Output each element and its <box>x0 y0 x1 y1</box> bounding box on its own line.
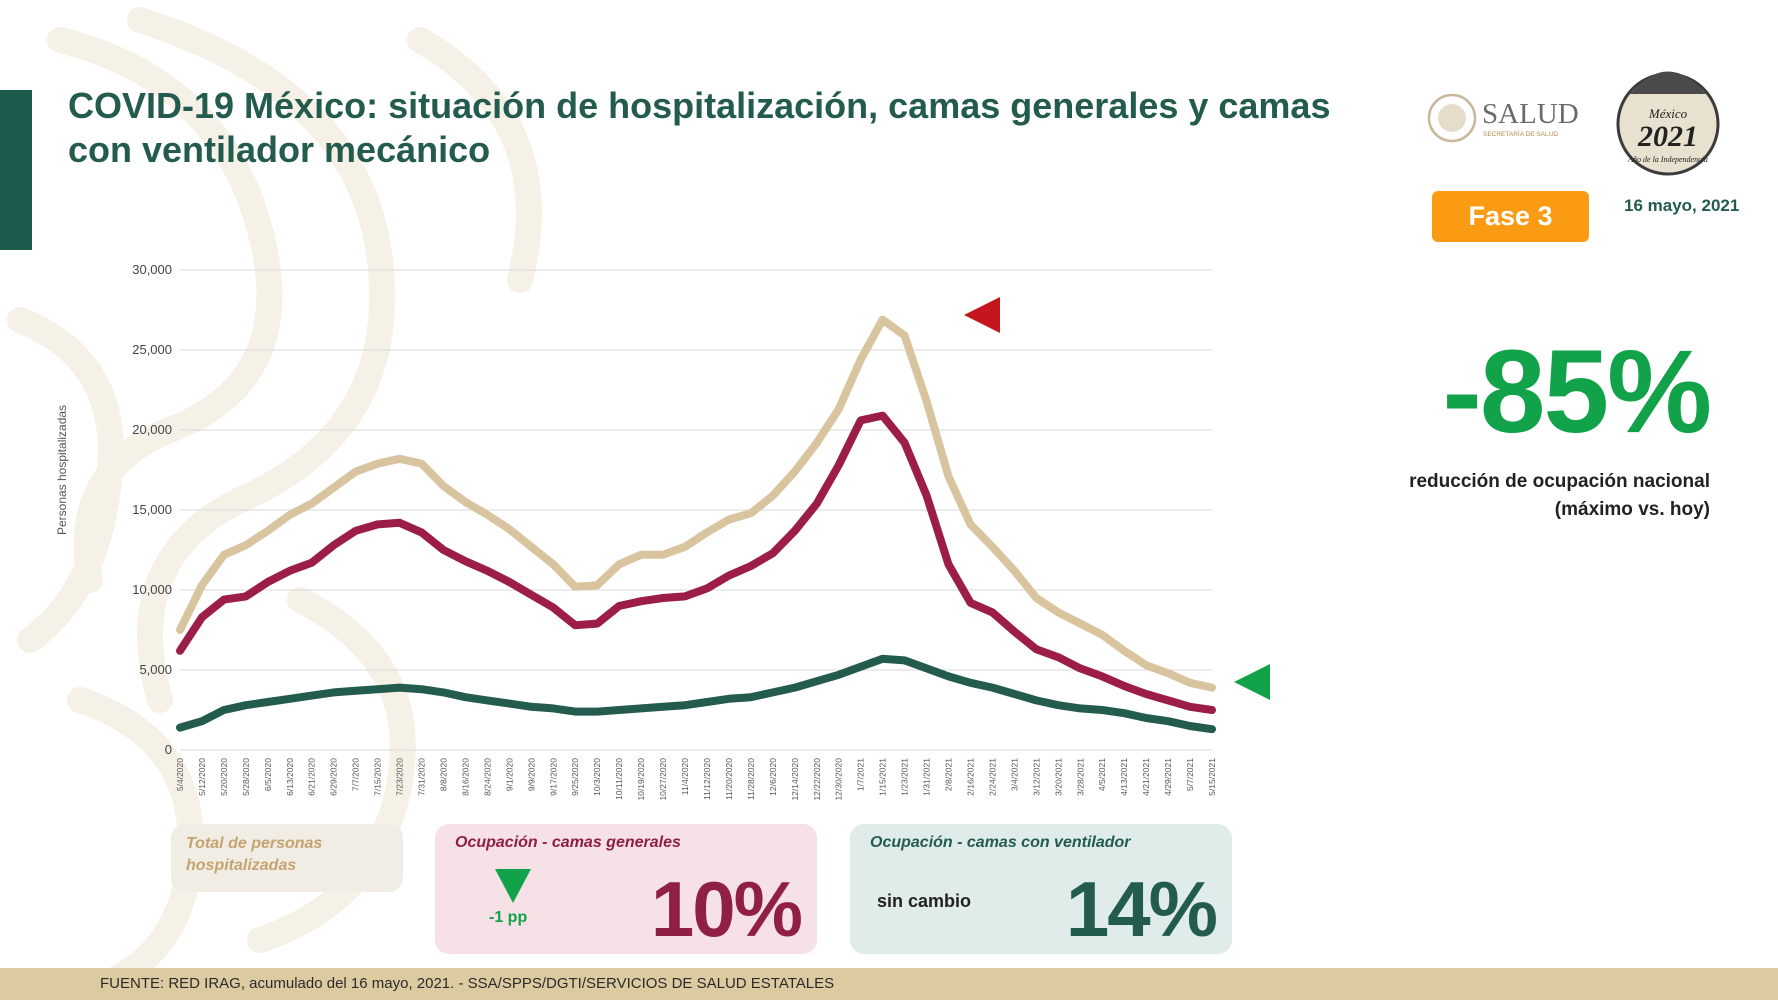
x-tick-label: 2/16/2021 <box>965 758 975 796</box>
x-tick-label: 8/24/2020 <box>482 758 492 796</box>
y-tick-label: 10,000 <box>132 582 172 597</box>
ventilator-beds-card: Ocupación - camas con ventilador sin cam… <box>850 824 1232 954</box>
x-tick-label: 9/25/2020 <box>570 758 580 796</box>
ventilator-beds-percent: 14% <box>1065 865 1218 953</box>
y-tick-label: 20,000 <box>132 422 172 437</box>
footer-bar: FUENTE: RED IRAG, acumulado del 16 mayo,… <box>0 968 1778 1000</box>
page-title: COVID-19 México: situación de hospitaliz… <box>68 85 1331 170</box>
x-tick-label: 1/15/2021 <box>878 758 888 796</box>
logo-year-text: 2021 <box>1637 120 1698 153</box>
y-tick-label: 30,000 <box>132 262 172 277</box>
x-tick-label: 12/6/2020 <box>768 758 778 796</box>
hospitalization-chart: 0 5,000 10,000 15,000 20,000 25,000 30,000 5/4… <box>55 262 1217 801</box>
ventilator-beds-title: Ocupación - camas con ventilador <box>870 834 1131 851</box>
x-tick-label: 5/12/2020 <box>197 758 207 796</box>
series-line-general-beds <box>176 411 1216 714</box>
peak-marker-red-triangle <box>964 297 1000 333</box>
logo-mexico-text: México <box>1648 106 1688 121</box>
x-tick-label: 10/3/2020 <box>592 758 602 796</box>
x-tick-label: 4/29/2021 <box>1163 758 1173 796</box>
y-axis-label: Personas hospitalizadas <box>55 405 69 535</box>
legend-total-label: Total de personas hospitalizadas <box>186 835 323 874</box>
x-tick-label: 2/24/2021 <box>987 758 997 796</box>
x-tick-label: 3/20/2021 <box>1053 758 1063 796</box>
x-tick-label: 7/7/2020 <box>351 758 361 791</box>
x-tick-label: 12/22/2020 <box>812 758 822 801</box>
report-date: 16 mayo, 2021 <box>1624 196 1740 215</box>
down-arrow-icon <box>495 869 531 903</box>
general-beds-percent: 10% <box>650 865 803 953</box>
x-tick-label: 7/31/2020 <box>417 758 427 796</box>
x-tick-label: 12/14/2020 <box>790 758 800 801</box>
serpent-head-icon <box>1630 71 1706 94</box>
x-tick-label: 4/21/2021 <box>1141 758 1151 796</box>
x-tick-label: 1/23/2021 <box>900 758 910 796</box>
coat-of-arms-icon <box>1427 93 1477 143</box>
reduction-label: reducción de ocupación nacional (máximo … <box>1409 471 1710 520</box>
x-tick-label: 6/29/2020 <box>329 758 339 796</box>
x-tick-label: 8/8/2020 <box>438 758 448 791</box>
x-tick-label: 11/28/2020 <box>746 758 756 800</box>
legend-total-hospitalized: Total de personas hospitalizadas <box>171 824 403 892</box>
x-tick-label: 3/4/2021 <box>1009 758 1019 791</box>
logo-sub-text: Año de la Independencia <box>1627 155 1708 164</box>
accent-bar <box>0 90 32 250</box>
x-tick-label: 7/15/2020 <box>373 758 383 796</box>
ventilator-beds-change: sin cambio <box>877 891 972 911</box>
chart-gridlines <box>180 269 1212 751</box>
x-tick-label: 2/8/2021 <box>944 758 954 791</box>
general-beds-change: -1 pp <box>489 909 528 926</box>
y-tick-label: 15,000 <box>132 502 172 517</box>
x-tick-label: 5/7/2021 <box>1185 758 1195 791</box>
y-axis-ticks: 0 5,000 10,000 15,000 20,000 25,000 30,000 <box>132 262 172 757</box>
x-tick-label: 9/17/2020 <box>548 758 558 796</box>
y-tick-label: 0 <box>165 742 172 757</box>
x-tick-label: 9/9/2020 <box>526 758 536 791</box>
x-tick-label: 6/21/2020 <box>307 758 317 796</box>
x-tick-label: 5/15/2021 <box>1207 758 1217 796</box>
x-tick-label: 3/12/2021 <box>1031 758 1041 796</box>
x-tick-label: 6/5/2020 <box>263 758 273 791</box>
x-tick-label: 10/27/2020 <box>658 758 668 801</box>
general-beds-title: Ocupación - camas generales <box>455 834 681 851</box>
source-note: FUENTE: RED IRAG, acumulado del 16 mayo,… <box>100 975 835 992</box>
x-tick-label: 11/20/2020 <box>724 758 734 800</box>
x-tick-label: 6/13/2020 <box>285 758 295 796</box>
coat-of-arms-inner <box>1438 104 1466 132</box>
x-tick-label: 5/28/2020 <box>241 758 251 796</box>
x-tick-label: 10/11/2020 <box>614 758 624 800</box>
x-tick-label: 11/12/2020 <box>702 758 712 800</box>
series-line-ventilator-beds <box>176 654 1216 734</box>
x-tick-label: 11/4/2020 <box>680 758 690 795</box>
salud-logo: SALUD SECRETARÍA DE SALUD <box>1427 93 1579 143</box>
chart-series <box>176 315 1216 734</box>
general-beds-card: Ocupación - camas generales -1 pp 10% <box>435 824 817 954</box>
x-tick-label: 9/1/2020 <box>504 758 514 791</box>
x-tick-label: 5/20/2020 <box>219 758 229 796</box>
x-tick-label: 8/16/2020 <box>460 758 470 796</box>
x-tick-label: 10/19/2020 <box>636 758 646 801</box>
x-axis-ticks: 5/4/2020 5/12/2020 5/20/2020 5/28/2020 6/5/2… <box>175 758 1217 801</box>
reduction-percent: -85% <box>1442 326 1712 458</box>
current-marker-green-triangle <box>1234 664 1270 700</box>
x-tick-label: 7/23/2020 <box>395 758 405 796</box>
x-tick-label: 4/13/2021 <box>1119 758 1129 796</box>
series-line-total <box>176 315 1216 692</box>
x-tick-label: 12/30/2020 <box>834 758 844 801</box>
salud-logo-text: SALUD <box>1482 98 1579 130</box>
x-tick-label: 4/5/2021 <box>1097 758 1107 791</box>
phase-badge: Fase 3 <box>1432 191 1589 242</box>
x-tick-label: 1/7/2021 <box>856 758 866 791</box>
y-tick-label: 5,000 <box>139 662 172 677</box>
x-tick-label: 5/4/2020 <box>175 758 185 791</box>
x-tick-label: 1/31/2021 <box>922 758 932 796</box>
mexico-2021-logo: México 2021 Año de la Independencia <box>1616 71 1720 176</box>
salud-logo-sub: SECRETARÍA DE SALUD <box>1483 129 1558 138</box>
y-tick-label: 25,000 <box>132 342 172 357</box>
x-tick-label: 3/28/2021 <box>1075 758 1085 796</box>
